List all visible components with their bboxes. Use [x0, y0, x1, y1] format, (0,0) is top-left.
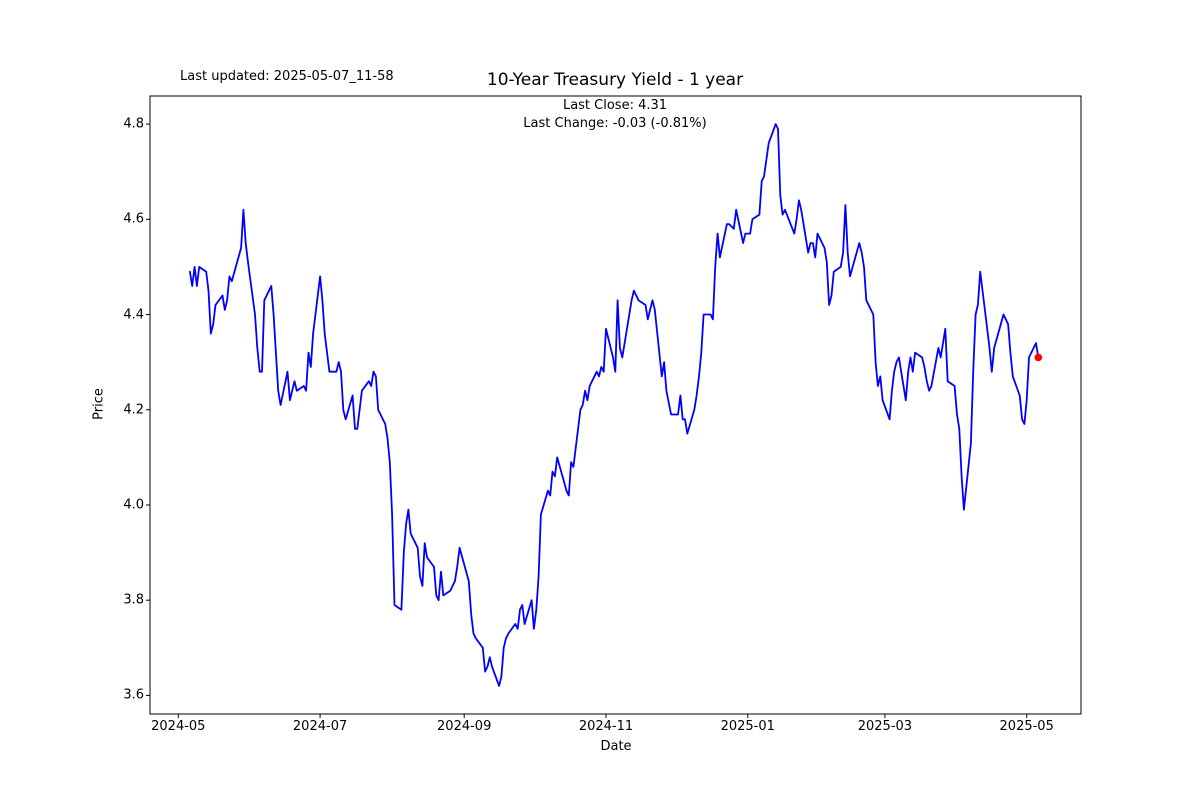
y-axis-title: Price — [91, 388, 107, 420]
y-tick-label: 3.6 — [123, 687, 144, 703]
x-axis-title: Date — [600, 739, 632, 754]
y-tick-label: 3.8 — [123, 592, 144, 608]
x-tick-label: 2025-03 — [857, 719, 913, 734]
x-tick-label: 2025-05 — [999, 719, 1054, 734]
y-tick-label: 4.8 — [123, 116, 144, 132]
y-tick-label: 4.4 — [123, 307, 144, 323]
tick-marks — [146, 123, 1028, 718]
subtitle-last-close: Last Close: 4.31 — [562, 98, 668, 113]
axes-frame — [149, 95, 1082, 715]
last-updated-label: Last updated: 2025-05-07_11-58 — [180, 69, 394, 84]
x-tick-label: 2024-05 — [151, 719, 206, 734]
x-tick-label: 2024-11 — [578, 719, 634, 734]
x-tick-label: 2024-07 — [292, 719, 348, 734]
subtitle-last-change: Last Change: -0.03 (-0.81%) — [523, 116, 707, 131]
last-close-marker-dot — [1034, 353, 1043, 362]
chart-title: 10-Year Treasury Yield - 1 year — [486, 70, 744, 90]
y-tick-label: 4.2 — [123, 402, 144, 418]
price-line-series — [188, 123, 1040, 687]
y-tick-label: 4.0 — [123, 497, 144, 513]
x-tick-label: 2025-01 — [720, 719, 775, 734]
y-tick-label: 4.6 — [123, 211, 144, 227]
x-tick-label: 2024-09 — [437, 719, 492, 734]
